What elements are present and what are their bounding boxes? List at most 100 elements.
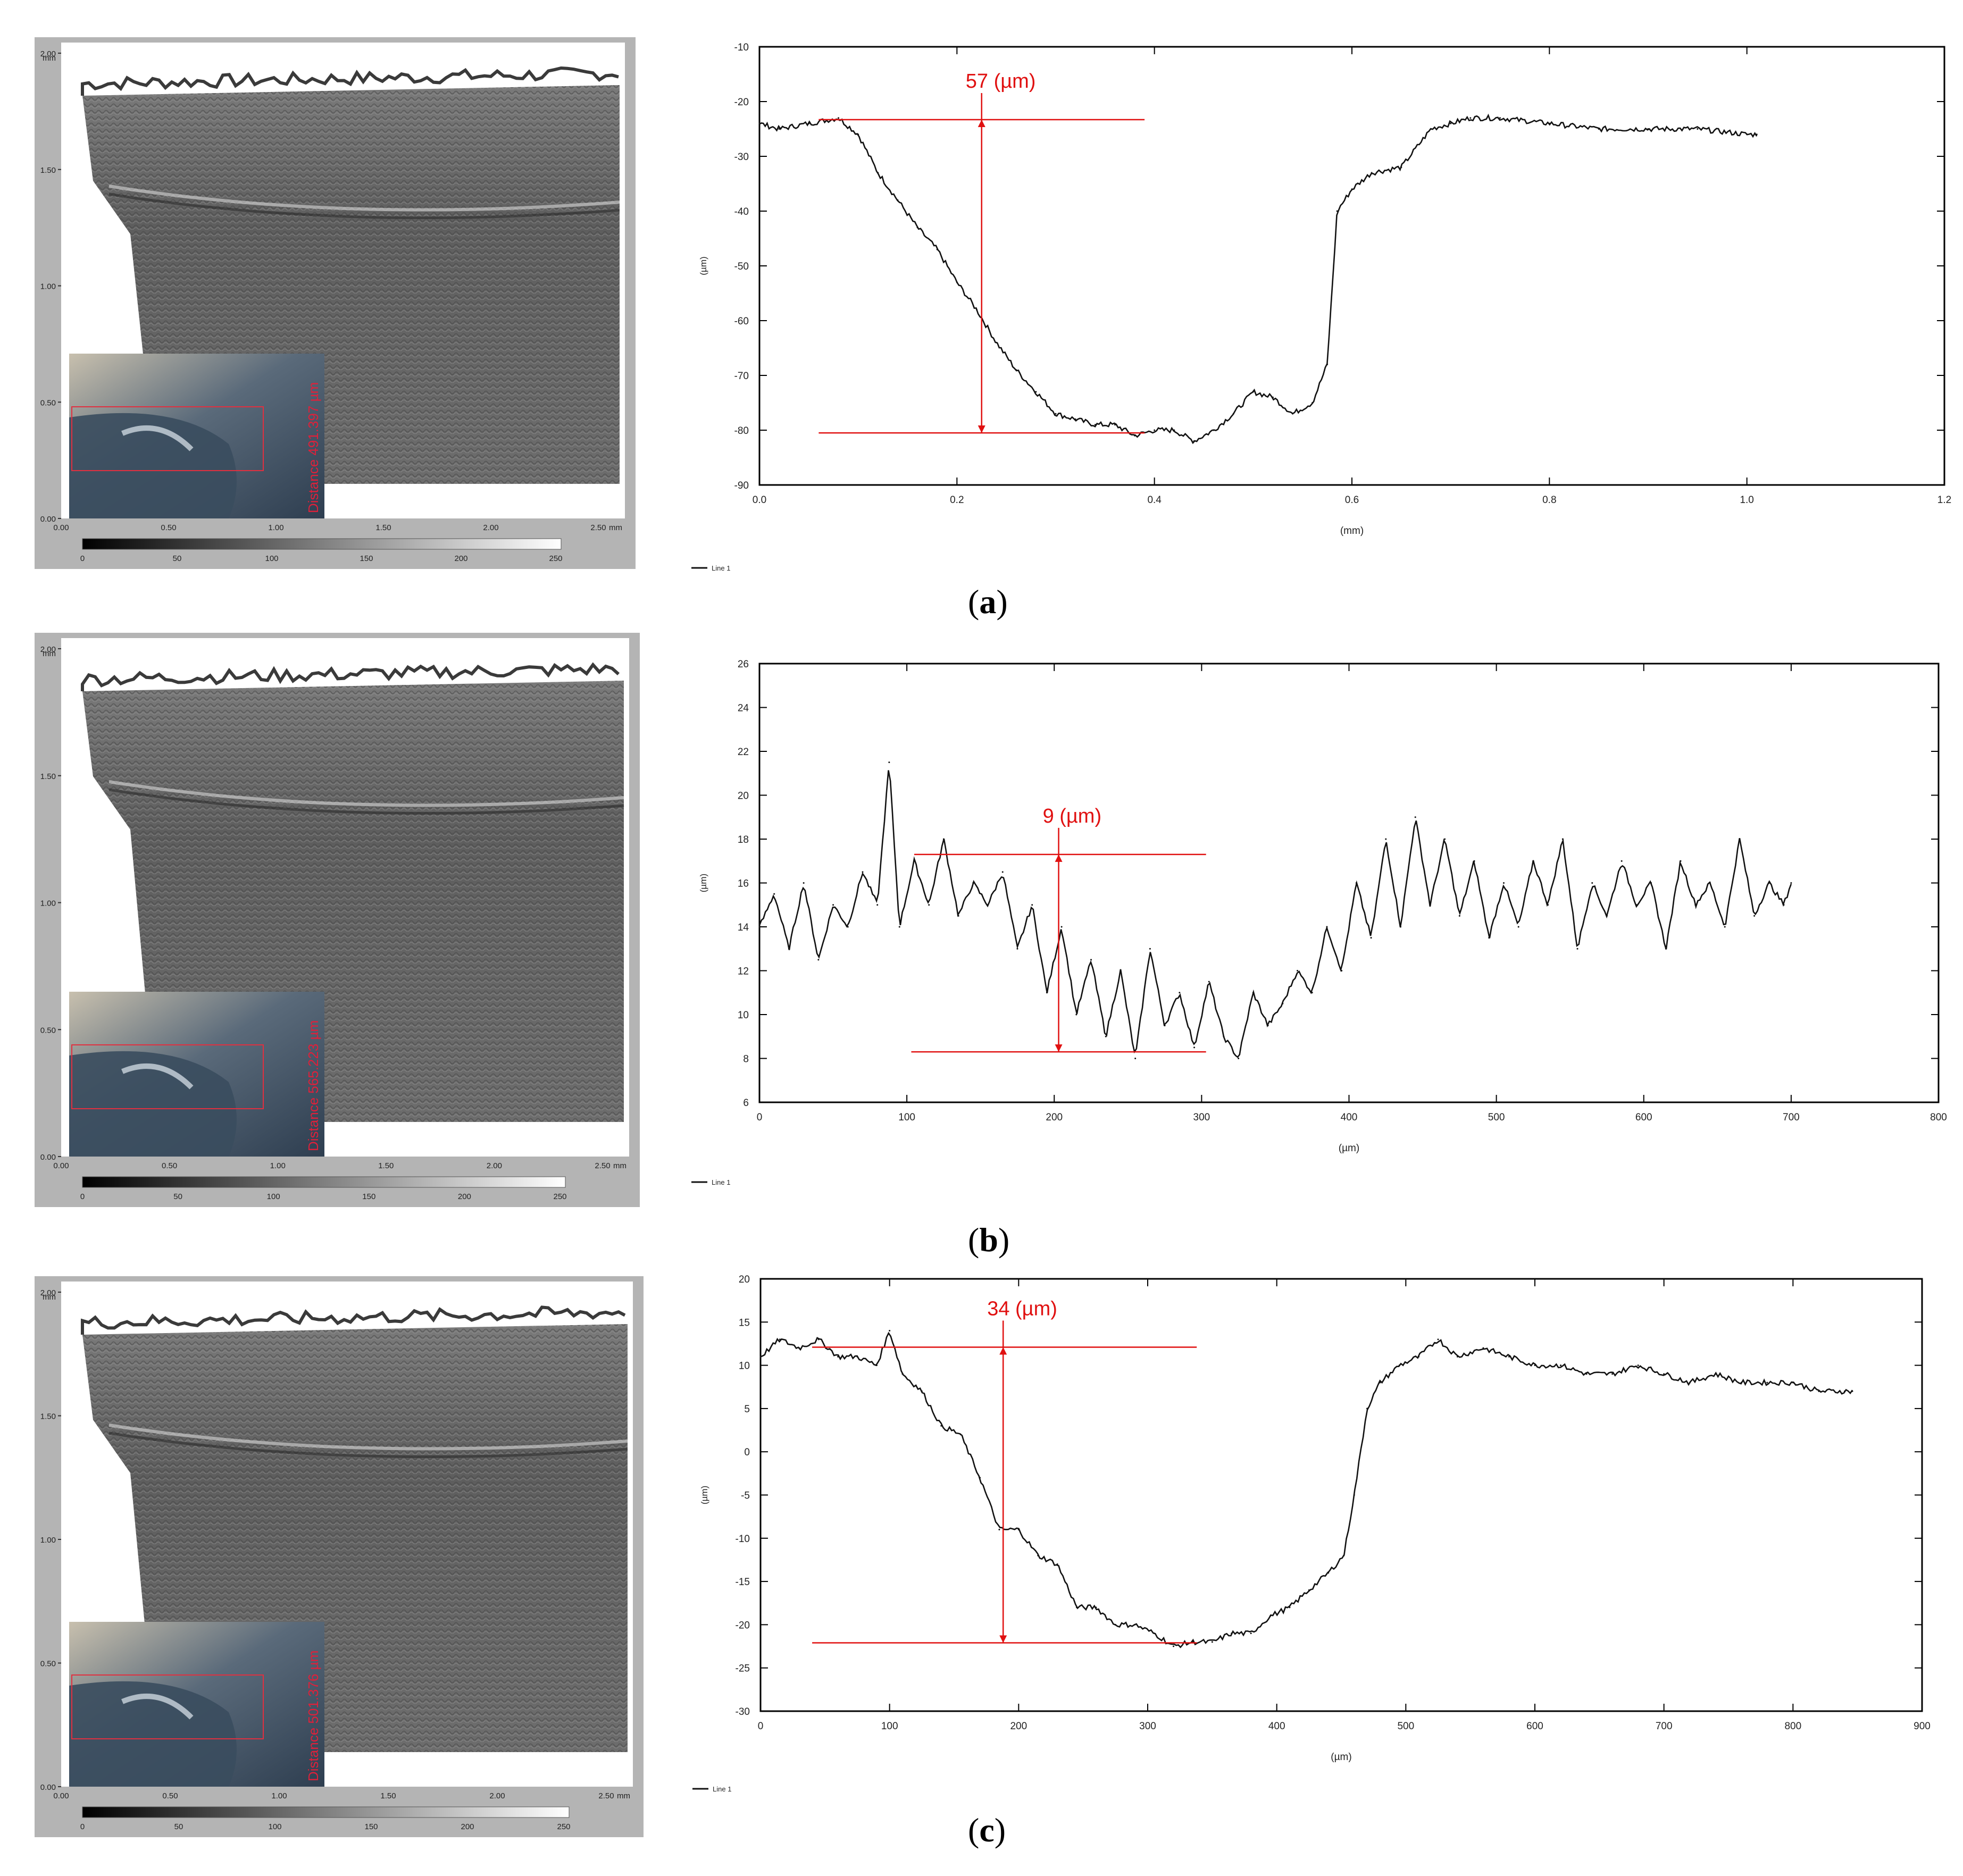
series-point	[1238, 1058, 1240, 1059]
series-point	[1502, 882, 1505, 884]
x-tick-label: 800	[1930, 1112, 1947, 1123]
series-point	[847, 926, 849, 928]
y-tick-label: 6	[743, 1098, 749, 1109]
series-point	[1016, 948, 1018, 950]
scan-y-unit: mm	[43, 54, 56, 63]
series-line-1	[758, 770, 1792, 1058]
series-point	[1792, 1381, 1794, 1384]
series-point	[1488, 937, 1490, 939]
series-point	[1211, 1641, 1213, 1643]
series-point	[1353, 1494, 1355, 1496]
series-point	[1768, 882, 1770, 884]
series-point	[1620, 860, 1623, 862]
scan-y-tick: 0.00	[40, 1783, 56, 1792]
series-point	[1665, 948, 1667, 950]
colorbar-tick: 150	[364, 1822, 378, 1831]
series-point	[1114, 1623, 1116, 1626]
series-point	[877, 172, 879, 174]
y-axis-label: (µm)	[699, 1486, 709, 1504]
series-point	[1437, 1338, 1439, 1341]
series-point	[1074, 418, 1076, 420]
series-point	[1637, 1364, 1639, 1367]
series-point	[1292, 413, 1294, 415]
series-point	[1534, 1364, 1536, 1367]
scan-y-tick: 0.00	[40, 1153, 56, 1162]
y-tick-label: 12	[738, 966, 749, 977]
series-point	[1134, 1058, 1137, 1059]
series-point	[778, 128, 780, 130]
series-point	[1231, 1632, 1233, 1635]
series-point	[921, 1390, 923, 1392]
y-tick-label: -50	[734, 261, 749, 272]
scan-x-tick: 0.50	[162, 1161, 177, 1170]
x-tick-label: 100	[898, 1112, 915, 1123]
plot-frame	[758, 663, 1940, 1103]
series-point	[1456, 1355, 1458, 1358]
scan-y-tick: 1.50	[40, 772, 56, 781]
series-point	[1414, 816, 1416, 818]
series-point	[1517, 926, 1519, 928]
series-point	[1149, 948, 1151, 950]
inset-photo: Distance 491.397 µm	[69, 354, 324, 518]
scan-colorbar	[82, 1806, 570, 1818]
y-tick-label: -60	[734, 316, 749, 327]
series-point	[1351, 188, 1353, 190]
series-point	[1450, 122, 1452, 124]
series-point	[1120, 970, 1122, 972]
x-tick-label: 0.6	[1345, 495, 1359, 506]
series-point	[1232, 413, 1234, 415]
series-point	[862, 871, 864, 873]
series-point	[1179, 992, 1181, 994]
x-axis-label: (µm)	[1339, 1143, 1359, 1154]
series-point	[1282, 1002, 1284, 1004]
series-point	[1689, 1381, 1691, 1384]
series-line-1	[759, 113, 1758, 445]
series-point	[1035, 391, 1037, 393]
series-point	[897, 199, 899, 201]
series-point	[1223, 1035, 1225, 1037]
series-point	[1341, 970, 1343, 972]
y-tick-label: -40	[734, 206, 749, 217]
x-tick-label: 300	[1193, 1112, 1210, 1123]
series-point	[1663, 1373, 1665, 1375]
series-point	[1075, 1014, 1077, 1016]
series-point	[1756, 133, 1758, 136]
series-point	[1818, 1390, 1820, 1392]
series-point	[1385, 838, 1387, 840]
scan-y-tick: 1.00	[40, 899, 56, 908]
y-tick-label: -70	[734, 371, 749, 382]
series-point	[1715, 1373, 1717, 1375]
series-point	[1046, 992, 1048, 994]
scan-top-edge	[81, 66, 619, 96]
x-tick-label: 0.4	[1147, 495, 1162, 506]
series-point	[1055, 413, 1057, 415]
series-point	[1327, 1572, 1330, 1574]
inset-photo: Distance 501.376 µm	[69, 1622, 324, 1787]
series-point	[1252, 391, 1254, 393]
y-tick-label: -5	[741, 1490, 750, 1502]
series-point	[1709, 882, 1711, 884]
series-point	[1154, 429, 1156, 431]
scan-y-tick: 2.00	[40, 49, 56, 58]
y-tick-label: 8	[743, 1054, 749, 1065]
series-point	[913, 860, 915, 862]
series-point	[1366, 1408, 1368, 1410]
series-point	[1193, 1046, 1196, 1049]
series-point	[1308, 1589, 1310, 1591]
y-axis-label: (µm)	[698, 874, 708, 892]
depth-measurement-label: 9 (µm)	[1043, 805, 1102, 827]
series-point	[1015, 369, 1017, 371]
series-point	[975, 308, 978, 311]
scan-x-tick: 1.00	[268, 523, 283, 532]
series-point	[1444, 838, 1446, 840]
y-tick-label: -25	[736, 1663, 750, 1674]
series-point	[957, 915, 959, 917]
series-point	[1635, 904, 1638, 906]
x-tick-label: 500	[1488, 1112, 1505, 1123]
series-point	[888, 761, 890, 764]
y-tick-label: -30	[734, 152, 749, 163]
series-point	[1001, 871, 1004, 873]
scan-x-unit: mm	[609, 523, 622, 532]
